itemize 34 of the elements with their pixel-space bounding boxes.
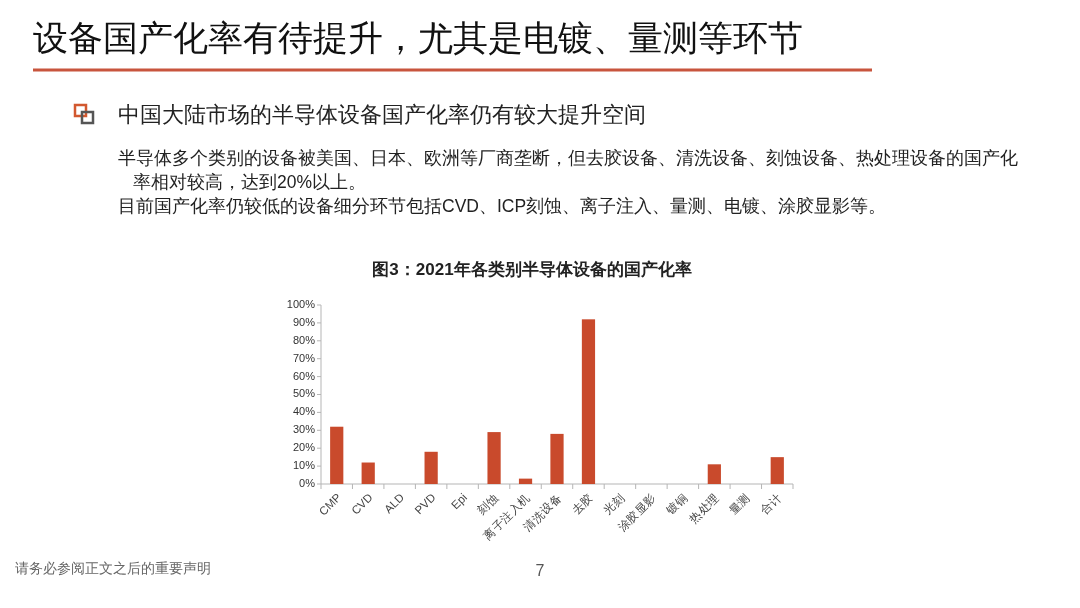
x-tick-label: 去胶 — [568, 490, 596, 517]
text: 7 — [534, 561, 546, 581]
bar — [770, 457, 784, 484]
bar — [330, 426, 344, 484]
text: 请务必参阅正文之后的重要声明 — [15, 559, 211, 578]
chart-subtitle: 中国大陆市场的半导体设备国产化率仍有较大提升空间 — [118, 101, 646, 129]
y-tick-label: 30% — [292, 423, 316, 436]
x-tick-label: 合计 — [758, 491, 784, 517]
text: 半导体多个类别的设备被美国、日本、欧洲等厂商垄断，但去胶设备、清洗设备、刻蚀设备、热处理设备的国产化率相对较高，达到20%以上。 — [118, 147, 1018, 194]
y-tick-label: 100% — [286, 297, 316, 310]
text: 目前国产化率仍较低的设备细分环节包括CVD、ICP刻蚀、离子注入、量测、电镀、涂胶显影等。 — [118, 195, 887, 218]
bar — [424, 451, 438, 484]
x-tick-label: 镀铜 — [663, 491, 690, 518]
y-tick-label: 0% — [299, 476, 316, 489]
y-tick-label: 40% — [292, 405, 316, 418]
bar — [707, 464, 721, 484]
chart-title: 设备国产化率有待提升，尤其是电镀、量测等环节 — [33, 17, 803, 59]
y-tick-label: 90% — [292, 315, 316, 328]
caption: 图3：2021年各类别半导体设备的国产化率 — [371, 259, 693, 281]
x-tick-label: 光刻 — [600, 490, 627, 517]
x-tick-label: Epi — [448, 491, 470, 512]
bar — [581, 319, 596, 484]
bar — [361, 462, 375, 484]
y-tick-label: 80% — [292, 333, 316, 346]
y-tick-label: 10% — [292, 459, 316, 472]
y-tick-label: 70% — [292, 351, 316, 364]
y-tick-label: 60% — [292, 369, 316, 382]
x-tick-label: 刻蚀 — [474, 490, 501, 517]
x-tick-label: 量测 — [726, 491, 753, 517]
y-tick-label: 50% — [292, 387, 316, 400]
bar — [487, 432, 501, 484]
y-tick-label: 20% — [292, 441, 316, 454]
bar — [518, 478, 533, 484]
bar — [550, 433, 564, 484]
